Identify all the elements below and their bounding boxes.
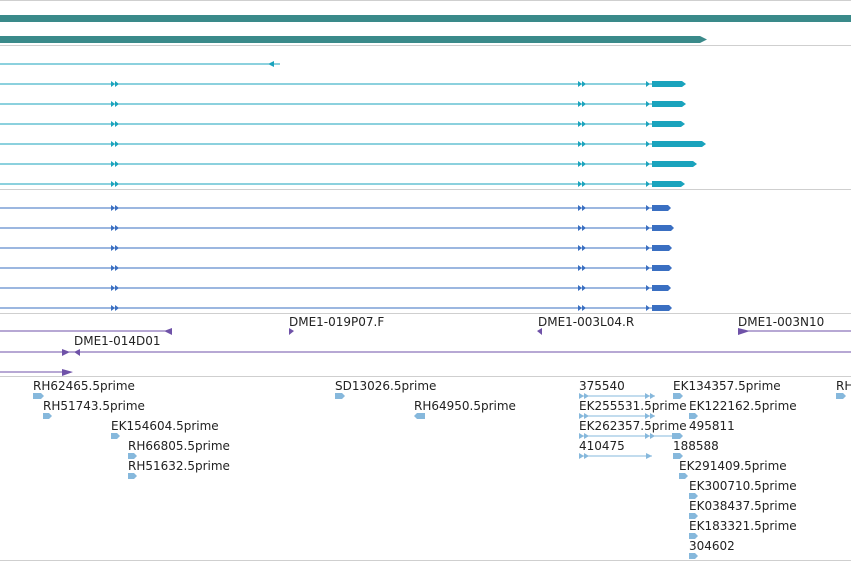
est-label: SD13026.5prime (335, 379, 436, 393)
est-feature[interactable]: EK255531.5prime (579, 399, 687, 419)
est-label: 188588 (673, 439, 719, 453)
est-label: 495811 (689, 419, 735, 433)
primer-feature[interactable]: DME1-019P07.F (289, 315, 384, 335)
genomic-track (0, 15, 851, 43)
est-feature[interactable]: 410475 (579, 439, 652, 459)
est-label: RH51632.5prime (128, 459, 230, 473)
est-feature[interactable]: RH51632.5prime (128, 459, 230, 479)
est-label: RH64950.5prime (414, 399, 516, 413)
est-feature[interactable]: EK038437.5prime (689, 499, 797, 519)
est-label: EK122162.5prime (689, 399, 797, 413)
transcript-model[interactable] (0, 101, 686, 107)
est-label: EK134357.5prime (673, 379, 781, 393)
primer-label: DME1-014D01 (74, 334, 161, 348)
est-feature[interactable]: RH66805.5prime (128, 439, 230, 459)
genomic-region-bar[interactable] (0, 15, 851, 22)
est-label: EK255531.5prime (579, 399, 687, 413)
transcript-track-cyan (0, 61, 706, 187)
est-label: EK262357.5prime (579, 419, 687, 433)
est-feature[interactable]: RH (836, 379, 851, 399)
est-label: RH51743.5prime (43, 399, 145, 413)
est-label: 304602 (689, 539, 735, 553)
est-feature[interactable]: EK262357.5prime (579, 419, 687, 439)
est-label: RH62465.5prime (33, 379, 135, 393)
transcript-model[interactable] (0, 121, 685, 127)
transcript-model[interactable] (0, 265, 672, 271)
primer-feature[interactable] (0, 328, 172, 335)
transcript-model[interactable] (0, 205, 671, 211)
est-feature[interactable]: EK122162.5prime (689, 399, 797, 419)
est-label: EK291409.5prime (679, 459, 787, 473)
est-feature[interactable]: EK291409.5prime (679, 459, 787, 479)
primer-label: DME1-003L04.R (538, 315, 634, 329)
primer-feature[interactable] (0, 369, 73, 376)
est-feature[interactable]: EK134357.5prime (673, 379, 781, 399)
est-feature[interactable]: EK183321.5prime (689, 519, 797, 539)
est-feature[interactable]: RH62465.5prime (33, 379, 135, 399)
est-track: RH62465.5prime RH51743.5prime EK154604.5… (33, 379, 851, 559)
transcript-model[interactable] (0, 225, 674, 231)
transcript-model[interactable] (0, 285, 671, 291)
primer-feature[interactable]: DME1-003L04.R (537, 315, 634, 335)
primer-label: DME1-019P07.F (289, 315, 384, 329)
est-label: EK154604.5prime (111, 419, 219, 433)
est-label: 410475 (579, 439, 625, 453)
transcript-model[interactable] (0, 61, 280, 67)
genomic-span-bar[interactable] (0, 36, 707, 43)
est-feature[interactable]: 495811 (689, 419, 735, 433)
transcript-model[interactable] (0, 81, 686, 87)
primer-feature[interactable]: DME1-003N10 (738, 315, 851, 335)
est-label: RH (836, 379, 851, 393)
est-feature[interactable]: 188588 (673, 439, 719, 459)
transcript-model[interactable] (0, 305, 672, 311)
transcript-model[interactable] (0, 161, 697, 167)
est-label: 375540 (579, 379, 625, 393)
est-label: EK300710.5prime (689, 479, 797, 493)
transcript-model[interactable] (0, 181, 685, 187)
est-label: EK038437.5prime (689, 499, 797, 513)
transcript-model[interactable] (0, 141, 706, 147)
est-feature[interactable]: 375540 (579, 379, 655, 399)
est-label: EK183321.5prime (689, 519, 797, 533)
est-feature[interactable]: RH64950.5prime (414, 399, 516, 419)
transcript-model[interactable] (0, 245, 672, 251)
est-feature[interactable]: SD13026.5prime (335, 379, 436, 399)
primer-feature[interactable]: DME1-014D01 (0, 334, 851, 356)
est-feature[interactable]: 304602 (689, 539, 735, 559)
est-feature[interactable]: EK154604.5prime (111, 419, 219, 439)
primer-label: DME1-003N10 (738, 315, 824, 329)
est-label: RH66805.5prime (128, 439, 230, 453)
transcript-track-blue (0, 205, 674, 311)
est-feature[interactable]: EK300710.5prime (689, 479, 797, 499)
est-feature[interactable]: RH51743.5prime (43, 399, 145, 419)
primer-track: DME1-019P07.F DME1-003L04.R DME1-003N10 … (0, 315, 851, 376)
